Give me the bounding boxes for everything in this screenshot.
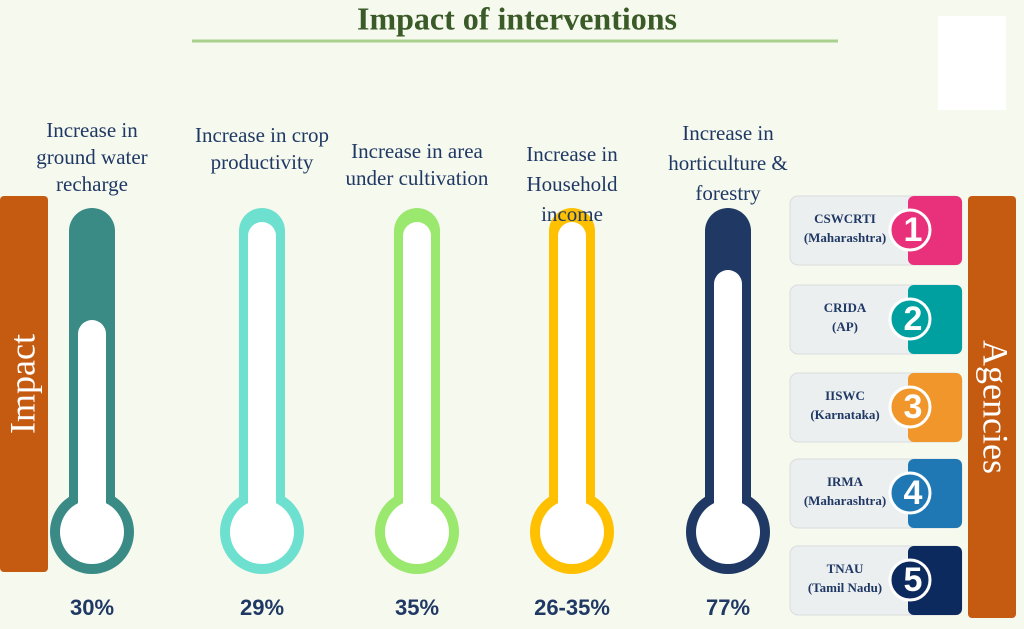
impact-value: 26-35% bbox=[534, 595, 610, 620]
impact-value: 30% bbox=[70, 595, 114, 620]
agencies-label: Agencies bbox=[976, 340, 1016, 474]
impact-label: Impact bbox=[2, 334, 42, 434]
impact-label: forestry bbox=[695, 181, 761, 205]
impact-label: Increase in bbox=[682, 121, 774, 145]
impact-label: under cultivation bbox=[346, 166, 489, 190]
thermo-inner-bulb bbox=[385, 500, 449, 564]
thermo-inner bbox=[248, 222, 276, 520]
impact-label: ground water bbox=[36, 145, 147, 169]
agency-place: (Karnataka) bbox=[810, 407, 879, 422]
white-box bbox=[938, 16, 1006, 110]
impact-label: Increase in bbox=[526, 142, 618, 166]
agency-place: (AP) bbox=[832, 319, 858, 334]
thermo-inner-bulb bbox=[60, 500, 124, 564]
agency-number: 1 bbox=[904, 211, 923, 249]
agency-place: (Maharashtra) bbox=[804, 493, 886, 508]
agency-place: (Maharashtra) bbox=[804, 230, 886, 245]
agency-name: IRMA bbox=[827, 474, 864, 489]
agency-number: 2 bbox=[904, 300, 923, 338]
thermo-inner bbox=[403, 222, 431, 520]
agency-number: 4 bbox=[904, 474, 923, 512]
impact-label: Increase in area bbox=[351, 139, 483, 163]
thermo-inner bbox=[714, 270, 742, 520]
title: Impact of interventions bbox=[357, 0, 677, 36]
thermo-inner-bulb bbox=[230, 500, 294, 564]
infographic: Impact of interventions Impact Agencies … bbox=[0, 0, 1024, 629]
thermo-inner bbox=[78, 320, 106, 520]
impact-label: Household bbox=[527, 172, 618, 196]
agency-number: 5 bbox=[904, 561, 923, 599]
impact-value: 29% bbox=[240, 595, 284, 620]
thermo-inner bbox=[558, 222, 586, 520]
impact-label: horticulture & bbox=[668, 151, 788, 175]
agency-name: CSWCRTI bbox=[814, 211, 876, 226]
impact-value: 35% bbox=[395, 595, 439, 620]
impact-label: Increase in crop bbox=[195, 123, 329, 147]
agency-place: (Tamil Nadu) bbox=[808, 580, 882, 595]
agency-name: CRIDA bbox=[824, 300, 867, 315]
thermo-inner-bulb bbox=[540, 500, 604, 564]
agency-name: TNAU bbox=[827, 561, 864, 576]
agency-number: 3 bbox=[904, 388, 923, 426]
impact-label: income bbox=[541, 202, 603, 226]
impact-value: 77% bbox=[706, 595, 750, 620]
agency-name: IISWC bbox=[825, 388, 865, 403]
thermo-inner-bulb bbox=[696, 500, 760, 564]
impact-label: Increase in bbox=[46, 118, 138, 142]
impact-label: productivity bbox=[211, 150, 314, 174]
impact-label: recharge bbox=[56, 172, 128, 196]
